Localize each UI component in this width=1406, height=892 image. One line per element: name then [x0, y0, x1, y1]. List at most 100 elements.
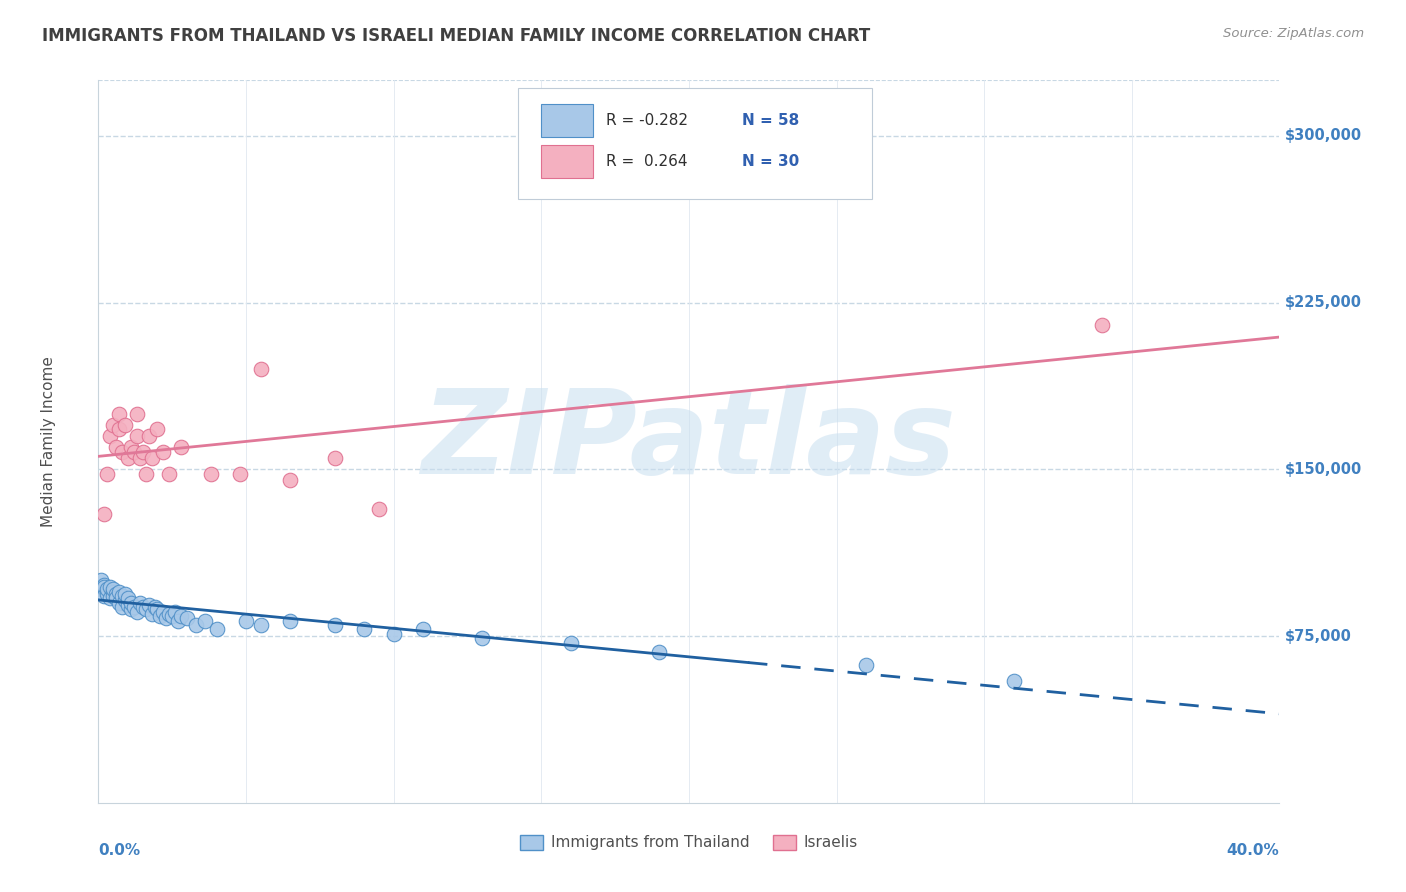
- Point: [141, 607, 163, 621]
- Point: [96, 467, 118, 481]
- Point: [152, 444, 174, 458]
- Point: [98, 429, 121, 443]
- Point: [135, 467, 157, 481]
- FancyBboxPatch shape: [541, 104, 593, 137]
- Point: [250, 362, 273, 376]
- Point: [146, 422, 169, 436]
- Point: [117, 451, 139, 466]
- Point: [122, 444, 145, 458]
- Point: [125, 407, 148, 421]
- Point: [103, 589, 125, 603]
- Point: [170, 609, 193, 624]
- Point: [108, 584, 131, 599]
- Point: [105, 591, 128, 606]
- Point: [128, 451, 150, 466]
- Point: [184, 618, 207, 632]
- Point: [122, 600, 145, 615]
- FancyBboxPatch shape: [541, 145, 593, 178]
- Text: 0.0%: 0.0%: [98, 843, 141, 857]
- Point: [382, 627, 405, 641]
- Point: [105, 587, 128, 601]
- Text: N = 58: N = 58: [742, 113, 800, 128]
- Point: [138, 598, 160, 612]
- Point: [176, 611, 198, 625]
- Text: $300,000: $300,000: [1285, 128, 1362, 144]
- Point: [93, 589, 115, 603]
- Point: [135, 602, 157, 616]
- Point: [353, 623, 375, 637]
- Point: [1091, 318, 1114, 332]
- Point: [120, 596, 142, 610]
- Point: [205, 623, 228, 637]
- Point: [117, 591, 139, 606]
- Point: [111, 444, 134, 458]
- Point: [128, 596, 150, 610]
- Point: [132, 600, 155, 615]
- Point: [98, 591, 121, 606]
- Text: ZIPatlas: ZIPatlas: [422, 384, 956, 499]
- Text: N = 30: N = 30: [742, 153, 800, 169]
- Point: [114, 417, 136, 432]
- Text: 40.0%: 40.0%: [1226, 843, 1279, 857]
- Point: [280, 614, 302, 628]
- Point: [98, 580, 121, 594]
- Point: [120, 440, 142, 454]
- Point: [111, 600, 134, 615]
- Point: [235, 614, 257, 628]
- Text: Median Family Income: Median Family Income: [41, 356, 56, 527]
- Point: [280, 474, 302, 488]
- Point: [103, 417, 125, 432]
- Point: [103, 584, 125, 599]
- Point: [323, 451, 346, 466]
- Point: [1002, 673, 1025, 688]
- Point: [108, 407, 131, 421]
- Point: [96, 584, 118, 599]
- Point: [117, 598, 139, 612]
- Point: [93, 507, 115, 521]
- Point: [471, 632, 494, 646]
- Text: R =  0.264: R = 0.264: [606, 153, 688, 169]
- Point: [162, 609, 183, 624]
- Point: [170, 440, 193, 454]
- Point: [194, 614, 217, 628]
- FancyBboxPatch shape: [517, 87, 872, 200]
- Point: [141, 451, 163, 466]
- Point: [167, 614, 190, 628]
- Point: [138, 429, 160, 443]
- Point: [560, 636, 582, 650]
- Point: [111, 589, 134, 603]
- Point: [157, 607, 180, 621]
- Point: [152, 605, 174, 619]
- Point: [155, 611, 177, 625]
- Point: [149, 609, 172, 624]
- Point: [855, 657, 877, 672]
- Point: [108, 422, 131, 436]
- Point: [90, 574, 112, 588]
- Text: $150,000: $150,000: [1285, 462, 1362, 477]
- Point: [105, 440, 128, 454]
- Point: [200, 467, 222, 481]
- Point: [96, 582, 118, 597]
- Point: [157, 467, 180, 481]
- Point: [93, 578, 115, 592]
- Text: $225,000: $225,000: [1285, 295, 1362, 310]
- Point: [120, 602, 142, 616]
- Text: $75,000: $75,000: [1285, 629, 1353, 643]
- Point: [648, 645, 671, 659]
- Point: [229, 467, 252, 481]
- Point: [90, 582, 112, 597]
- Legend: Immigrants from Thailand, Israelis: Immigrants from Thailand, Israelis: [515, 829, 863, 856]
- Text: R = -0.282: R = -0.282: [606, 113, 689, 128]
- Text: Source: ZipAtlas.com: Source: ZipAtlas.com: [1223, 27, 1364, 40]
- Point: [125, 429, 148, 443]
- Point: [93, 580, 115, 594]
- Point: [368, 502, 391, 516]
- Point: [165, 605, 187, 619]
- Point: [103, 582, 125, 597]
- Point: [146, 602, 169, 616]
- Text: IMMIGRANTS FROM THAILAND VS ISRAELI MEDIAN FAMILY INCOME CORRELATION CHART: IMMIGRANTS FROM THAILAND VS ISRAELI MEDI…: [42, 27, 870, 45]
- Point: [132, 444, 155, 458]
- Point: [114, 587, 136, 601]
- Point: [143, 600, 166, 615]
- Point: [125, 605, 148, 619]
